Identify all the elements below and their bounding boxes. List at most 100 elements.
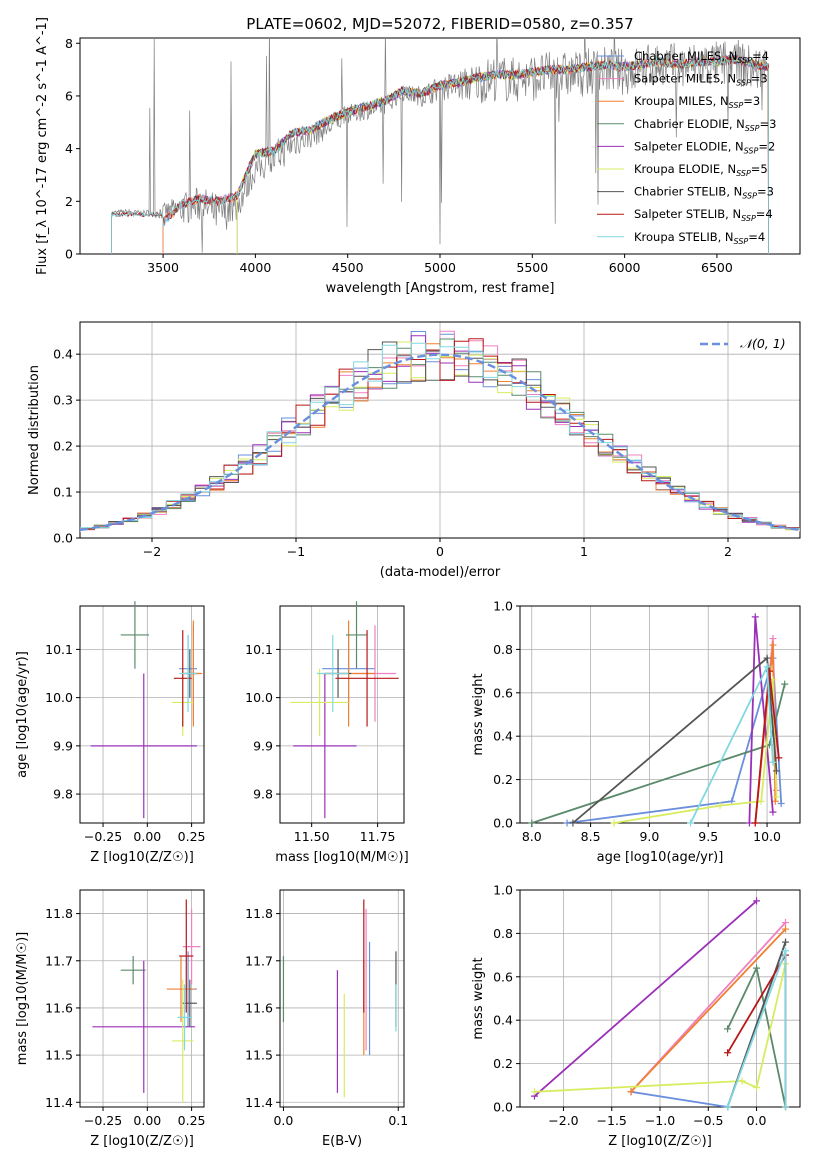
- y-tick-label: 1.0: [493, 599, 513, 614]
- x-tick-label: −1: [287, 544, 305, 559]
- y-tick-label: 10.0: [45, 690, 73, 705]
- x-tick-label: 8.5: [581, 829, 601, 844]
- x-tick-label: 9.5: [698, 829, 718, 844]
- weight-marker: [753, 964, 761, 972]
- age_vs_mass-points: [290, 601, 399, 819]
- x-tick-label: 2: [724, 544, 732, 559]
- x-tick-label: 4000: [239, 260, 271, 275]
- x-axis-label: wavelength [Angstrom, rest frame]: [326, 281, 555, 296]
- weight-marker: [757, 797, 765, 805]
- y-tick-label: 0.4: [493, 729, 513, 744]
- weight-line-chabrier-stelib: [572, 656, 778, 824]
- weight_vs_age-series: [528, 613, 789, 827]
- y-tick-label: 0.0: [493, 816, 513, 831]
- legend-label: Chabrier MILES, NSSP=4: [634, 49, 769, 65]
- weight-marker: [763, 654, 771, 662]
- model-line-kroupa-elodie: [236, 56, 769, 254]
- weight-marker: [781, 680, 789, 688]
- weight-marker: [627, 1088, 635, 1096]
- y-tick-label: 0: [65, 247, 73, 262]
- x-axis-label: age [log10(age/yr)]: [597, 850, 724, 865]
- weight-marker: [771, 797, 779, 805]
- legend-label: Chabrier STELIB, NSSP=3: [634, 185, 774, 201]
- weight-marker: [610, 819, 618, 827]
- y-tick-label: 0.8: [493, 926, 513, 941]
- model-line-kroupa-stelib: [111, 54, 769, 254]
- x-tick-label: 0: [436, 544, 444, 559]
- x-axis-label: Z [log10(Z/Z☉)]: [90, 1134, 194, 1149]
- x-tick-label: 3500: [147, 260, 179, 275]
- weight-line-kroupa-miles: [630, 928, 787, 1093]
- x-tick-label: 8.0: [522, 829, 542, 844]
- y-tick-label: 11.7: [245, 953, 273, 968]
- y-axis-label: age [log10(age/yr)]: [15, 651, 30, 778]
- figure-title: PLATE=0602, MJD=52072, FIBERID=0580, z=0…: [246, 15, 633, 33]
- y-tick-label: 8: [65, 36, 73, 51]
- weight-marker: [782, 938, 790, 946]
- age_vs_mass-axes: 11.50 11.75 9.8 9.9 10.0 10.1 mass [log10(M/M☉…: [245, 605, 409, 865]
- x-tick-label: −2: [143, 544, 161, 559]
- weight-marker: [724, 1103, 732, 1111]
- weight-marker: [528, 819, 536, 827]
- normal-reference-curve: [80, 353, 800, 532]
- x-tick-label: 1: [580, 544, 588, 559]
- weight-marker: [751, 819, 759, 827]
- x-tick-label: 0.00: [133, 829, 161, 844]
- axes-frame: [279, 889, 405, 1108]
- weight-marker: [769, 808, 777, 816]
- y-tick-label: 9.9: [53, 738, 73, 753]
- weight-marker: [738, 1077, 746, 1085]
- y-tick-label: 0.0: [493, 1100, 513, 1115]
- mass_vs_ebv-points: [282, 899, 397, 1098]
- axes-frame: [519, 605, 801, 824]
- x-tick-label: 0.0: [273, 1113, 293, 1128]
- mass_vs_Z-axes: −0.25 0.00 0.25 11.4 11.5 11.6 11.7 11.8 Z [log1…: [15, 889, 206, 1149]
- weight-marker: [753, 897, 761, 905]
- axes-frame: [279, 605, 405, 824]
- spectrum-axes: 3500 4000 4500 5000 5500 6000 6500 0 2 4 6 8 wavelen…: [35, 17, 801, 296]
- residuals-axes: −2 −1 0 1 2 0.0 0.1 0.2 0.3 0.4 (data-model)/error…: [27, 321, 801, 580]
- y-tick-label: 9.8: [253, 787, 273, 802]
- weight-marker: [530, 1088, 538, 1096]
- weight-marker: [777, 799, 785, 807]
- x-tick-label: 6500: [701, 260, 733, 275]
- axes-frame: [79, 889, 205, 1108]
- y-tick-label: 0.6: [493, 969, 513, 984]
- y-tick-label: 11.8: [45, 906, 73, 921]
- x-tick-label: 5500: [516, 260, 548, 275]
- weight-marker: [772, 793, 780, 801]
- legend-label: Kroupa MILES, NSSP=3: [634, 94, 760, 110]
- weight_vs_Z-axes: −2.0 −1.5 −1.0 −0.5 0.0 0.0 0.2 0.4 0.6 0.8 1.0 Z […: [471, 883, 801, 1149]
- y-tick-label: 10.1: [45, 642, 73, 657]
- x-tick-label: 11.75: [360, 829, 396, 844]
- y-tick-label: 0.1: [53, 485, 73, 500]
- spectrum-legend: Chabrier MILES, NSSP=4 Salpeter MILES, NS…: [597, 49, 776, 246]
- weight-marker: [769, 758, 777, 766]
- x-tick-label: 10.0: [753, 829, 781, 844]
- legend-label: Kroupa ELODIE, NSSP=5: [634, 162, 768, 178]
- x-tick-label: 4500: [332, 260, 364, 275]
- weight-marker: [782, 1103, 790, 1111]
- y-tick-label: 0.8: [493, 642, 513, 657]
- axes-frame: [79, 605, 205, 824]
- x-tick-label: −0.25: [84, 829, 122, 844]
- weight-marker: [782, 919, 790, 927]
- weight-line-kroupa-elodie: [534, 963, 787, 1093]
- mass_vs_ebv-axes: 0.0 0.1 11.4 11.5 11.6 11.7 11.8 E(B-V): [245, 889, 408, 1149]
- x-tick-label: 0.1: [388, 1113, 408, 1128]
- x-tick-label: −1.0: [645, 1113, 675, 1128]
- weight-marker: [745, 819, 753, 827]
- weight-marker: [769, 641, 777, 649]
- y-axis-label: mass weight: [471, 673, 486, 755]
- x-axis-label: Z [log10(Z/Z☉)]: [608, 1134, 712, 1149]
- y-axis-label: mass weight: [471, 957, 486, 1039]
- weight-marker: [769, 635, 777, 643]
- y-tick-label: 0.2: [493, 772, 513, 787]
- y-tick-label: 6: [65, 88, 73, 103]
- x-tick-label: −0.25: [84, 1113, 122, 1128]
- x-axis-label: E(B-V): [322, 1134, 362, 1149]
- y-tick-label: 10.0: [245, 690, 273, 705]
- y-tick-label: 10.1: [245, 642, 273, 657]
- x-tick-label: −1.5: [597, 1113, 627, 1128]
- spectrum-lines: [111, 38, 769, 254]
